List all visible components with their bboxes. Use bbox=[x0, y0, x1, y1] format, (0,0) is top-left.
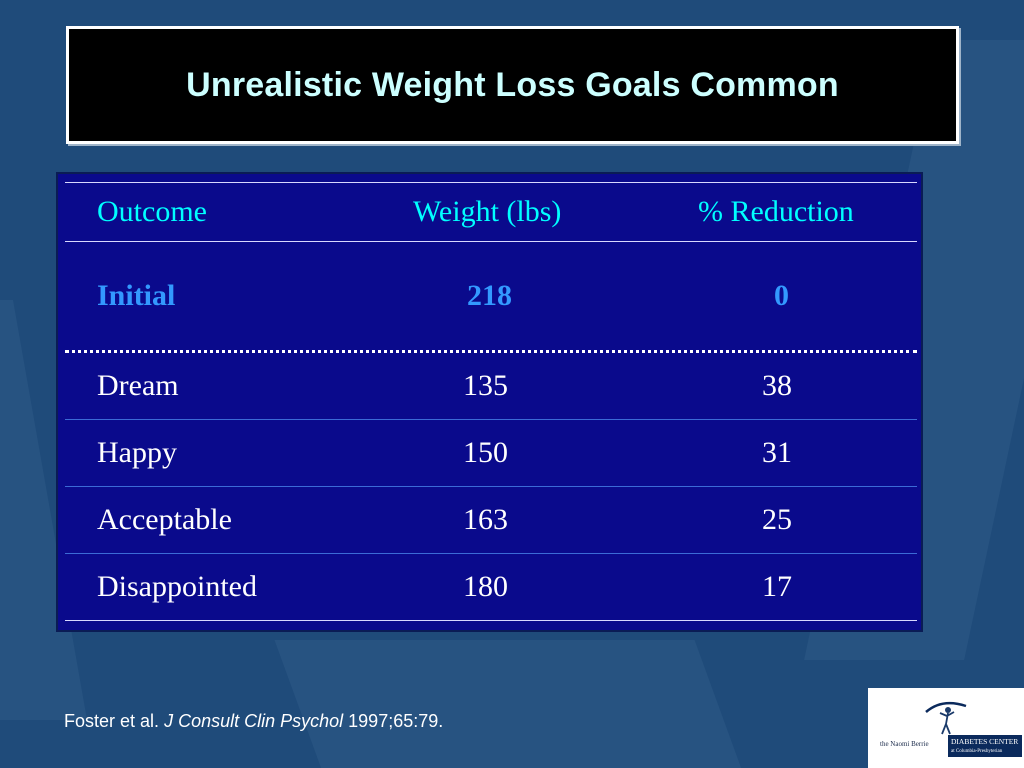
cell-reduction: 38 bbox=[762, 369, 792, 402]
cell-reduction: 17 bbox=[762, 570, 792, 603]
cell-weight: 180 bbox=[463, 570, 508, 603]
cell-outcome: Disappointed bbox=[97, 570, 257, 603]
table-row: Disappointed 180 17 bbox=[65, 554, 917, 621]
table-row: Acceptable 163 25 bbox=[65, 487, 917, 554]
header-reduction: % Reduction bbox=[698, 195, 854, 228]
slide-title: Unrealistic Weight Loss Goals Common bbox=[186, 65, 839, 104]
header-outcome: Outcome bbox=[97, 195, 207, 228]
cell-weight: 218 bbox=[467, 279, 512, 312]
goals-table: Outcome Weight (lbs) % Reduction Initial… bbox=[65, 182, 917, 621]
cell-outcome: Initial bbox=[97, 279, 176, 312]
citation-journal: J Consult Clin Psychol bbox=[164, 711, 344, 731]
logo-badge: DIABETES CENTER at Columbia-Presbyterian bbox=[948, 735, 1022, 757]
cell-reduction: 25 bbox=[762, 503, 792, 536]
figure-icon bbox=[925, 701, 967, 735]
diabetes-center-logo: the Naomi Berrie DIABETES CENTER at Colu… bbox=[868, 688, 1024, 768]
cell-weight: 163 bbox=[463, 503, 508, 536]
cell-outcome: Happy bbox=[97, 436, 177, 469]
cell-reduction: 31 bbox=[762, 436, 792, 469]
table-header-row: Outcome Weight (lbs) % Reduction bbox=[65, 182, 917, 242]
table-panel: Outcome Weight (lbs) % Reduction Initial… bbox=[56, 172, 923, 632]
cell-outcome: Dream bbox=[97, 369, 179, 402]
table-row: Dream 135 38 bbox=[65, 353, 917, 420]
citation-ref: 1997;65:79. bbox=[348, 711, 444, 731]
cell-reduction: 0 bbox=[774, 279, 789, 312]
table-row-initial: Initial 218 0 bbox=[65, 242, 917, 353]
header-weight: Weight (lbs) bbox=[413, 195, 562, 228]
logo-sub: at Columbia-Presbyterian bbox=[951, 749, 1003, 754]
cell-weight: 135 bbox=[463, 369, 508, 402]
title-box: Unrealistic Weight Loss Goals Common bbox=[66, 26, 959, 144]
table-row: Happy 150 31 bbox=[65, 420, 917, 487]
cell-weight: 150 bbox=[463, 436, 508, 469]
logo-name: DIABETES CENTER bbox=[951, 737, 1019, 746]
cell-outcome: Acceptable bbox=[97, 503, 232, 536]
citation: Foster et al. J Consult Clin Psychol 199… bbox=[64, 711, 443, 732]
logo-prefix: the Naomi Berrie bbox=[880, 740, 929, 748]
citation-authors: Foster et al. bbox=[64, 711, 160, 731]
